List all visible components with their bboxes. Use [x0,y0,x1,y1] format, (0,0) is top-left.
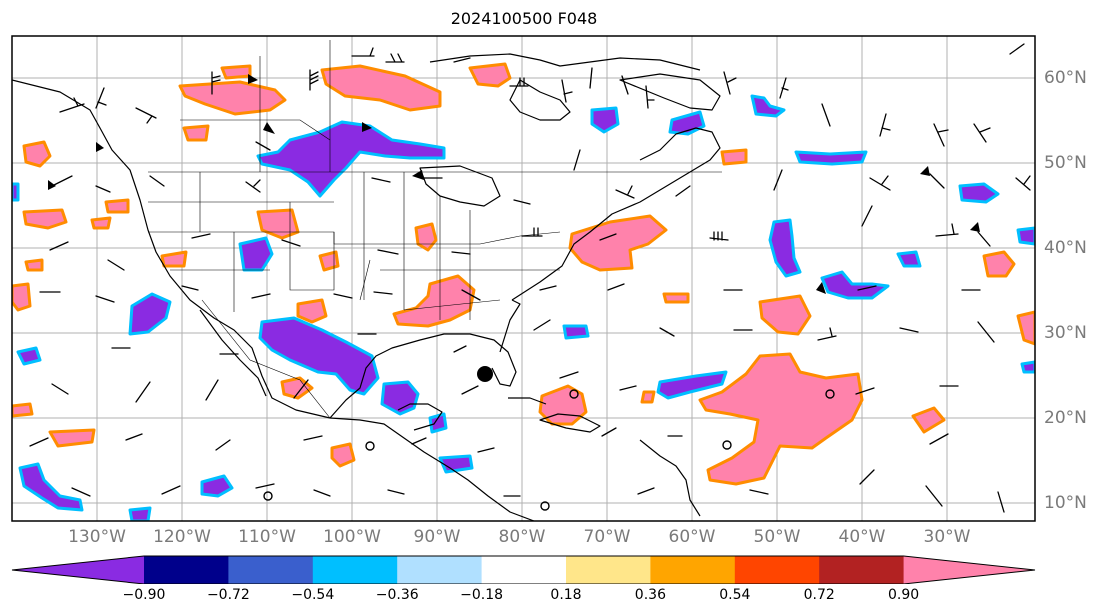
forecast-map [11,35,1036,522]
colorbar-cell [312,556,398,584]
lat-label-30n: 30°N [1044,323,1087,343]
anomaly-fill [12,62,1035,521]
lon-label-90w: 90°W [413,527,461,547]
colorbar-cell [566,556,651,584]
lat-label-20n: 20°N [1044,408,1087,428]
colorbar-tick-label: −0.36 [375,587,419,603]
lon-label-80w: 80°W [498,527,546,547]
calm-markers [263,389,835,511]
graticule [12,36,1035,521]
lon-label-30w: 30°W [923,527,971,547]
wind-pennants [48,74,980,294]
colorbar-cell [144,556,229,584]
lon-label-130w: 130°W [68,527,126,547]
colorbar-cell [819,556,905,584]
lon-label-120w: 120°W [153,527,211,547]
map-title: 2024100500 F048 [450,9,598,28]
colorbar-tick-label: 0.54 [719,587,751,603]
map-border [11,35,1036,522]
colorbar-extend-min [12,556,144,584]
colorbar-tick-label: −0.72 [206,587,250,603]
colorbar-cell [228,556,314,584]
colorbar-tick-label: −0.90 [122,587,166,603]
lon-label-60w: 60°W [668,527,716,547]
map-frame [12,36,1035,521]
colorbar-cell [734,556,820,584]
coastlines [12,53,721,521]
colorbar-tick-label: 0.72 [803,587,835,603]
colorbar-cell [397,556,483,584]
colorbar-tick-label: 0.18 [550,587,582,603]
political-borders [148,40,722,419]
wind-barbs [29,43,1031,513]
lon-label-100w: 100°W [323,527,381,547]
colorbar-cell [481,556,567,584]
lat-label-50n: 50°N [1044,153,1087,173]
lon-label-110w: 110°W [238,527,296,547]
colorbar-tick-label: −0.18 [460,587,504,603]
lat-label-40n: 40°N [1044,238,1087,258]
colorbar-tick-label: −0.54 [291,587,335,603]
colorbar-tick-label: 0.36 [634,587,666,603]
lon-label-40w: 40°W [838,527,886,547]
colorbar-tick-label: 0.90 [888,587,920,603]
lon-label-70w: 70°W [583,527,631,547]
lat-label-10n: 10°N [1044,493,1087,513]
lat-label-60n: 60°N [1044,68,1087,88]
colorbar-outline [11,555,1036,584]
colorbar-cell [650,556,736,584]
colorbar [11,555,1036,584]
storm-marker [477,366,493,382]
lon-label-50w: 50°W [753,527,801,547]
colorbar-extend-max [903,556,1035,584]
